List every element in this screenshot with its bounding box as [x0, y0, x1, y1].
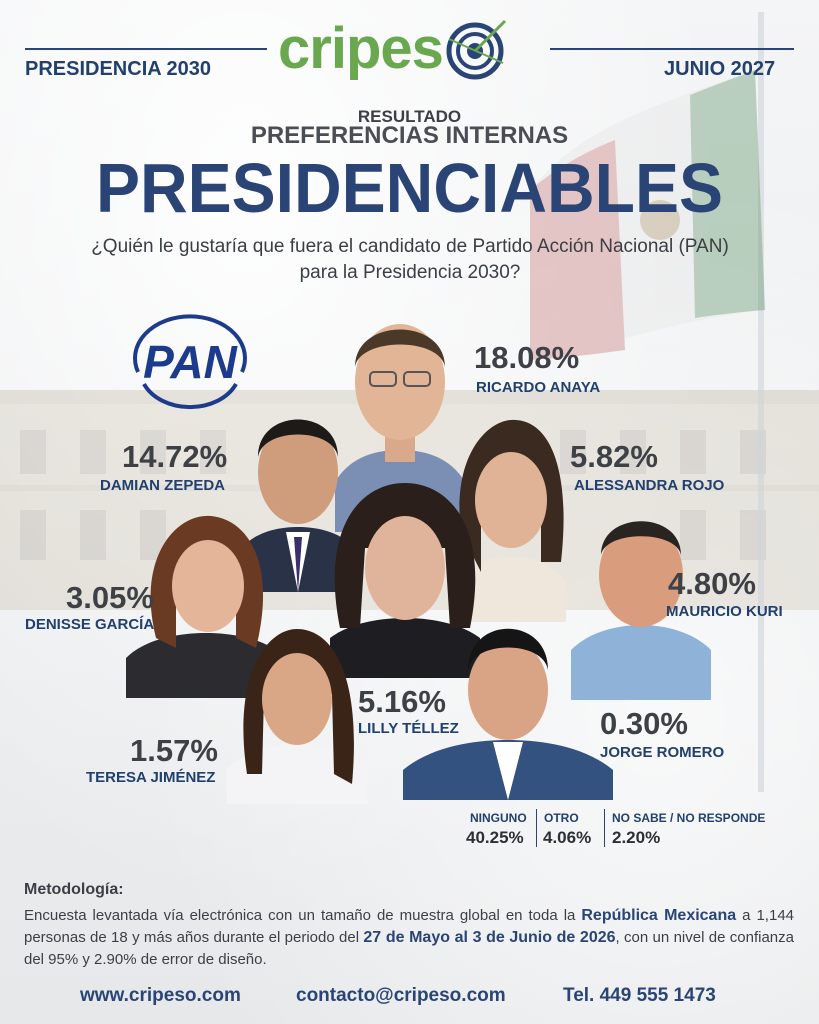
candidate-name: ALESSANDRA ROJO [574, 477, 725, 494]
portrait-teresa-jimenez [227, 629, 367, 804]
result-label: RESULTADO [357, 107, 462, 126]
email-link[interactable]: contacto@cripeso.com [296, 985, 506, 1006]
pan-party-logo: PAN [133, 314, 247, 410]
survey-question-line2: para la Presidencia 2030? [299, 262, 521, 283]
portrait-alessandra-rojo [456, 419, 566, 622]
candidate-name: RICARDO ANAYA [476, 379, 601, 396]
brand-logo-text: cripes [278, 16, 444, 81]
candidate-percent: 5.82% [570, 439, 658, 474]
ninguno-label: NINGUNO [470, 811, 527, 825]
ninguno-value: 40.25% [466, 828, 524, 847]
presidency-year-label: PRESIDENCIA 2030 [25, 58, 211, 80]
header-rule-right [550, 48, 794, 50]
candidate-percent: 0.30% [600, 706, 688, 741]
mexico-flag-image [530, 70, 765, 360]
candidate-percent: 4.80% [668, 566, 756, 601]
methodology-title: Metodología: [24, 881, 124, 898]
subtitle: PREFERENCIAS INTERNAS [250, 122, 569, 149]
phone-number[interactable]: Tel. 449 555 1473 [563, 985, 716, 1006]
candidate-percent: 1.57% [130, 733, 218, 768]
candidate-name: JORGE ROMERO [600, 744, 725, 761]
header-rule-left [25, 48, 267, 50]
divider [536, 809, 537, 847]
candidate-percent: 18.08% [474, 340, 580, 375]
portrait-jorge-romero [403, 628, 613, 800]
candidate-name: DAMIAN ZEPEDA [100, 477, 226, 494]
website-link[interactable]: www.cripeso.com [80, 985, 241, 1006]
portrait-lilly-tellez [330, 483, 480, 678]
flag-pole [758, 12, 764, 792]
candidate-percent: 3.05% [66, 580, 154, 615]
candidate-percent: 14.72% [122, 439, 228, 474]
survey-question-line1: ¿Quién le gustaría que fuera el candidat… [91, 236, 729, 257]
portrait-denisse-garcia [126, 515, 286, 698]
otro-label: OTRO [544, 811, 579, 825]
methodology-highlight: República Mexicana [581, 907, 737, 924]
pan-logo-text: PAN [143, 336, 237, 388]
portrait-mauricio-kuri [571, 521, 711, 700]
brand-logo: cripes [278, 14, 509, 84]
candidate-percent: 5.16% [358, 684, 446, 719]
candidate-name: TERESA JIMÉNEZ [86, 769, 216, 786]
main-title: PRESIDENCIABLES [95, 149, 724, 227]
portrait-damian-zepeda [238, 419, 358, 592]
methodology-text-part: a 1,144 personas de 18 y más años durant… [24, 907, 794, 946]
candidate-name: DENISSE GARCÍA [25, 616, 155, 633]
survey-question: ¿Quién le gustaría que fuera el candidat… [40, 234, 780, 286]
otro-value: 4.06% [543, 828, 592, 847]
date-label: JUNIO 2027 [664, 58, 776, 80]
candidate-name: LILLY TÉLLEZ [358, 720, 459, 737]
no-sabe-value: 2.20% [612, 828, 661, 847]
methodology-text: Encuesta levantada vía electrónica con u… [24, 905, 794, 971]
methodology-text-part: Encuesta levantada vía electrónica con u… [24, 907, 582, 924]
divider [604, 809, 605, 847]
methodology-text-part: , con un nivel de confianza del 95% y 2.… [24, 929, 794, 968]
candidate-name: MAURICIO KURI [666, 603, 783, 620]
target-logo-icon [446, 19, 506, 80]
methodology-highlight: 27 de Mayo al 3 de Junio de 2026 [363, 929, 616, 946]
no-sabe-label: NO SABE / NO RESPONDE [612, 811, 766, 825]
